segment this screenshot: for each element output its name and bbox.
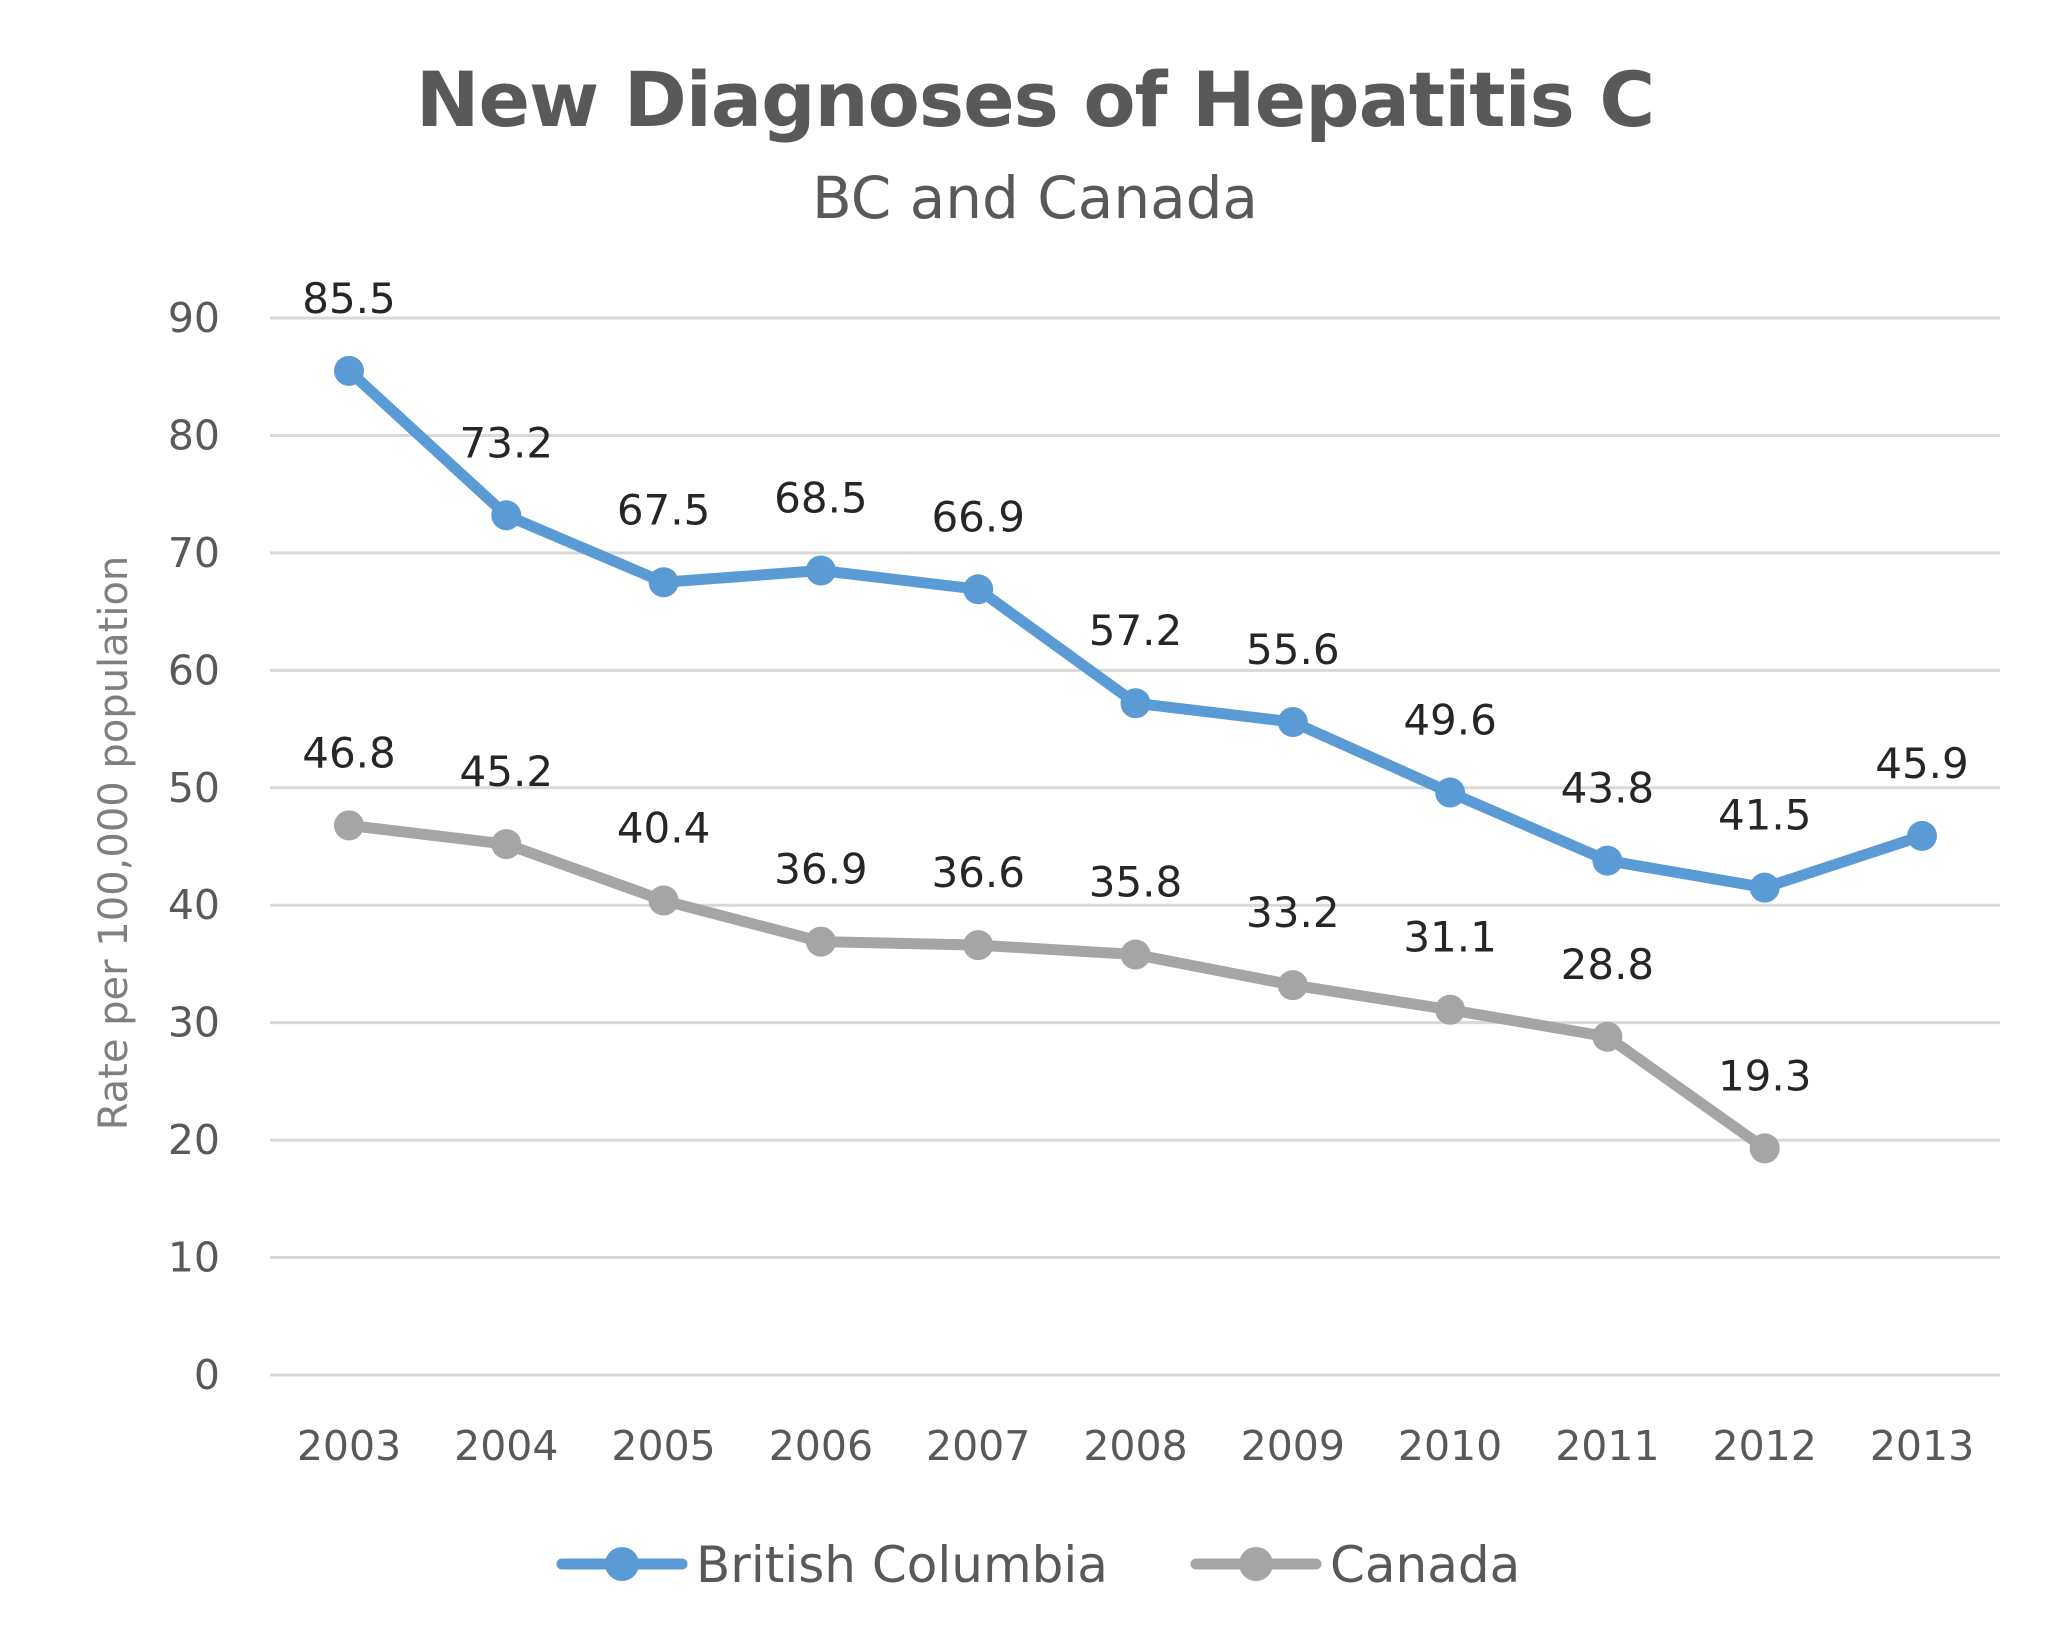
y-tick-label: 20 [168,1116,220,1164]
x-tick-label: 2004 [454,1422,558,1470]
y-tick-label: 40 [168,881,220,929]
data-labels: 85.5 73.2 67.5 68.5 66.9 57.2 55.6 49.6 43.8 41.5… [302,274,1969,1100]
x-tick-label: 2008 [1083,1422,1187,1470]
data-point[interactable] [334,810,364,841]
x-tick-label: 2003 [297,1422,401,1470]
y-tick-label: 50 [168,764,220,812]
data-point[interactable] [648,567,679,598]
x-tick-label: 2006 [769,1422,873,1470]
chart-subtitle: BC and Canada [812,164,1258,232]
data-point[interactable] [963,574,994,605]
data-point[interactable] [1749,1133,1780,1164]
x-tick-label: 2010 [1398,1422,1502,1470]
data-point[interactable] [963,930,994,961]
data-point[interactable] [1435,994,1466,1025]
series-canada [334,810,1780,1164]
data-label: 45.9 [1875,739,1969,788]
x-tick-label: 2009 [1241,1422,1345,1470]
data-label: 43.8 [1561,764,1655,813]
data-label: 31.1 [1403,913,1497,962]
data-point[interactable] [1120,939,1151,970]
gridlines [270,316,2000,1377]
y-tick-label: 10 [168,1234,220,1282]
data-label: 19.3 [1718,1051,1812,1100]
series-line [343,819,1771,1154]
y-tick-label: 70 [168,529,220,577]
data-label: 41.5 [1718,791,1812,840]
series-british-columbia [334,355,1937,903]
data-point[interactable] [648,885,679,916]
data-label: 35.8 [1089,858,1183,907]
data-point[interactable] [1277,970,1308,1001]
data-label: 55.6 [1246,625,1340,674]
x-tick-label: 2011 [1555,1422,1659,1470]
data-point[interactable] [1592,1021,1623,1052]
data-label: 73.2 [460,418,554,467]
data-point[interactable] [1277,707,1308,738]
data-label: 33.2 [1246,888,1340,937]
data-label: 67.5 [617,485,711,534]
y-tick-label: 0 [194,1351,220,1399]
data-label: 28.8 [1561,940,1655,989]
x-tick-label: 2007 [926,1422,1030,1470]
x-tick-label: 2013 [1870,1422,1974,1470]
y-tick-label: 80 [168,411,220,459]
data-label: 66.9 [931,492,1025,541]
chart-title: New Diagnoses of Hepatitis C [416,55,1654,144]
data-point[interactable] [805,555,836,586]
y-tick-label: 60 [168,646,220,694]
data-label: 45.2 [460,747,554,796]
x-axis-ticks: 2003 2004 2005 2006 2007 2008 2009 2010 2011 2012… [297,1422,1974,1470]
y-tick-label: 30 [168,999,220,1047]
data-label: 36.9 [774,845,868,894]
data-point[interactable] [334,355,364,386]
data-label: 36.6 [931,848,1025,897]
data-point[interactable] [491,829,522,860]
data-label: 49.6 [1403,695,1497,744]
data-label: 57.2 [1089,606,1183,655]
legend-item[interactable]: British Columbia [556,1536,1108,1594]
data-label: 68.5 [774,474,868,523]
data-label: 85.5 [302,274,396,323]
data-label: 46.8 [302,728,396,777]
data-point[interactable] [805,926,836,957]
y-tick-label: 90 [168,294,220,342]
legend-label: Canada [1330,1536,1520,1594]
x-tick-label: 2012 [1713,1422,1817,1470]
y-axis-label: Rate per 100,000 population [91,556,137,1131]
legend-label: British Columbia [696,1536,1108,1594]
x-tick-label: 2005 [611,1422,715,1470]
data-label: 40.4 [617,804,711,853]
data-point[interactable] [1907,820,1937,851]
legend: British Columbia Canada [556,1536,1520,1594]
data-point[interactable] [1435,777,1466,808]
data-point[interactable] [1120,688,1151,719]
legend-marker [1239,1547,1273,1581]
data-point[interactable] [491,500,522,531]
y-axis-ticks: 0 10 20 30 40 50 60 70 80 90 [168,294,220,1399]
legend-marker [605,1547,639,1581]
series-group [334,355,1937,1164]
data-point[interactable] [1592,845,1623,876]
data-point[interactable] [1749,872,1780,903]
legend-item[interactable]: Canada [1190,1536,1520,1594]
